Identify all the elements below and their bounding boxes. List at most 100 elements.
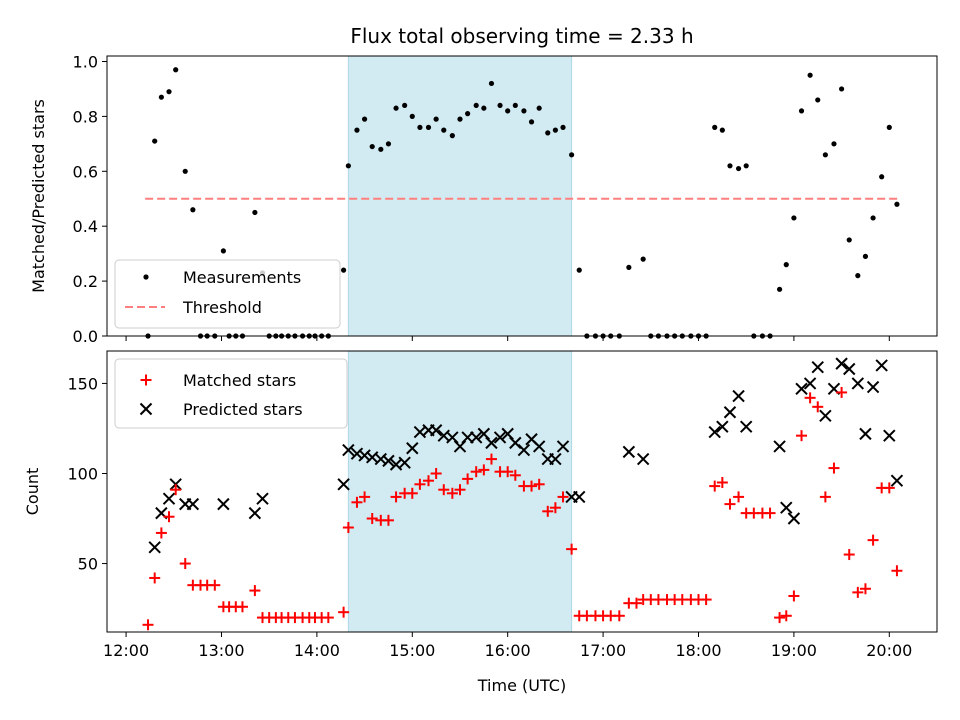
- measurement-point: [385, 141, 392, 147]
- matched-point: [796, 430, 808, 442]
- predicted-point: [148, 541, 161, 554]
- matched-point: [780, 610, 792, 622]
- predicted-point: [256, 492, 269, 505]
- matched-point: [170, 484, 182, 496]
- measurement-point: [822, 152, 828, 158]
- predicted-point: [217, 497, 230, 511]
- predicted-point: [811, 361, 824, 374]
- predicted-point: [739, 420, 753, 433]
- predicted-point: [883, 429, 896, 442]
- matched-point: [430, 467, 442, 479]
- predicted-point: [382, 454, 395, 468]
- measurement-point: [831, 141, 837, 147]
- predicted-point: [398, 456, 411, 469]
- measurement-point: [886, 124, 892, 130]
- measurement-point: [488, 80, 495, 87]
- predicted-point: [803, 377, 817, 390]
- predicted-point: [636, 452, 650, 466]
- predicted-point: [859, 427, 872, 441]
- matched-point: [533, 478, 545, 490]
- legend-frame: [114, 358, 348, 429]
- matched-point: [478, 464, 490, 476]
- matched-point: [733, 491, 745, 503]
- measurement-point: [894, 201, 900, 207]
- measurement-point: [576, 267, 582, 273]
- matched-point: [709, 480, 721, 492]
- measurement-point: [521, 108, 527, 114]
- predicted-point: [835, 357, 848, 370]
- measurement-point: [166, 89, 172, 95]
- matched-point: [836, 386, 848, 398]
- predicted-point: [622, 445, 636, 459]
- matched-point: [867, 534, 879, 546]
- matched-point: [423, 475, 435, 487]
- measurement-point: [182, 168, 188, 174]
- measurement-point: [505, 108, 511, 114]
- y-tick-label: 0.4: [73, 217, 98, 236]
- predicted-point: [517, 443, 531, 457]
- legend-measurements-marker: [143, 274, 149, 280]
- measurement-point: [528, 119, 535, 125]
- ratio-panel-frame: [106, 55, 938, 337]
- measurement-point: [402, 102, 408, 109]
- matched-point: [382, 514, 394, 526]
- x-tick-label: 13:00: [198, 641, 244, 660]
- matched-point: [788, 590, 800, 602]
- predicted-point: [162, 492, 176, 505]
- predicted-point: [732, 389, 745, 403]
- predicted-point: [843, 362, 856, 376]
- legend-frame: [114, 259, 341, 329]
- matched-point: [724, 498, 736, 510]
- legend-threshold-label: Threshold: [182, 298, 262, 317]
- predicted-point: [374, 452, 388, 466]
- predicted-point: [875, 359, 888, 372]
- predicted-point: [819, 409, 832, 423]
- y-tick-label: 0.6: [73, 162, 98, 181]
- matched-point: [338, 606, 350, 618]
- measurement-point: [798, 108, 805, 114]
- measurement-point: [361, 116, 368, 122]
- matched-point: [163, 511, 175, 523]
- counts-panel: 50 100 150 12:00 13:00 14:00 15:00 16:00 17:00 18…: [23, 350, 938, 660]
- measurement-point: [743, 163, 749, 169]
- y-axis-label: Matched/Predicted stars: [29, 99, 48, 293]
- matched-point: [149, 572, 161, 584]
- predicted-point: [406, 442, 419, 455]
- measurement-point: [569, 152, 575, 158]
- predicted-point: [780, 501, 793, 514]
- measurement-point: [425, 124, 432, 130]
- measurement-point: [727, 163, 733, 169]
- measurement-point: [815, 97, 821, 103]
- counts-legend: Matched stars Predicted stars: [114, 358, 348, 429]
- measurement-point: [345, 163, 351, 169]
- measurement-point: [552, 127, 558, 133]
- predicted-point: [723, 406, 737, 419]
- legend-matched-label: Matched stars: [183, 371, 296, 390]
- measurement-point: [536, 105, 542, 111]
- predicted-point: [556, 440, 570, 453]
- predicted-point: [851, 377, 865, 390]
- measurement-point: [449, 133, 455, 139]
- y-tick-label: 50: [78, 555, 98, 574]
- measurement-point: [719, 127, 725, 133]
- matched-point: [351, 496, 363, 508]
- measurement-point: [783, 262, 789, 268]
- matched-point: [414, 478, 426, 490]
- matched-point: [613, 610, 625, 622]
- measurement-point: [560, 124, 566, 130]
- x-tick-label: 19:00: [771, 641, 817, 660]
- measurement-point: [340, 267, 347, 273]
- matched-point: [700, 594, 712, 606]
- matched-point: [470, 466, 482, 478]
- matched-point: [852, 586, 864, 598]
- predicted-point: [248, 506, 262, 520]
- measurement-point: [152, 138, 158, 144]
- measurement-point: [879, 174, 885, 180]
- predicted-point: [866, 380, 880, 394]
- measurement-point: [512, 102, 518, 109]
- measurement-point: [640, 256, 646, 262]
- predicted-point: [773, 440, 786, 453]
- y-tick-label: 0.8: [73, 107, 98, 126]
- matched-point: [485, 453, 497, 465]
